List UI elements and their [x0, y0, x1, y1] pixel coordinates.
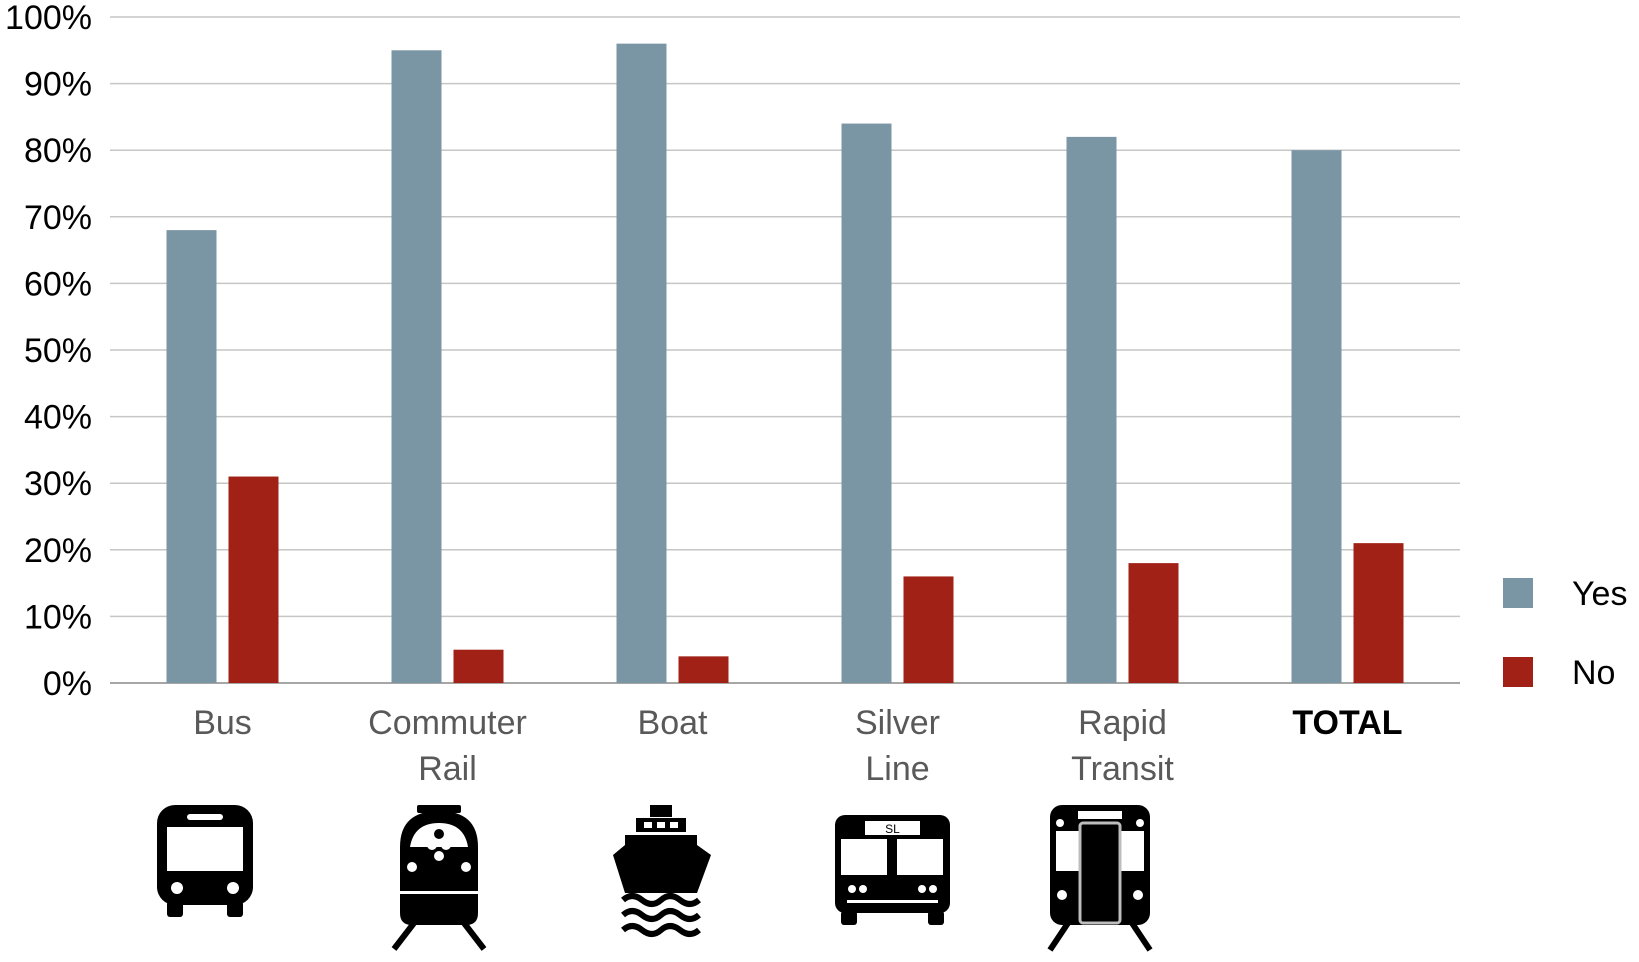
bar-yes: [616, 43, 667, 683]
x-tick-label: Rapid: [1078, 704, 1167, 742]
bar-no: [228, 476, 279, 683]
silver-line-bus-icon: SL: [835, 815, 950, 925]
bar-yes: [841, 123, 892, 683]
x-axis-labels: Bus Commuter Rail Boat Silver Line Rapid Transi…: [193, 704, 1402, 788]
x-tick-label: Silver: [855, 704, 940, 742]
y-tick-label: 60%: [24, 265, 92, 303]
bar-yes: [166, 230, 217, 683]
gridlines: [110, 16, 1460, 684]
legend-label-no: No: [1572, 654, 1615, 692]
legend-swatch-yes: [1503, 578, 1533, 608]
legend: Yes No: [1503, 575, 1627, 692]
y-tick-label: 0%: [43, 665, 92, 703]
legend-swatch-no: [1503, 657, 1533, 687]
bar-no: [1353, 543, 1404, 683]
bar-no: [903, 576, 954, 683]
y-tick-label: 20%: [24, 532, 92, 570]
y-tick-label: 80%: [24, 132, 92, 170]
y-tick-label: 30%: [24, 465, 92, 503]
bar-yes: [391, 50, 442, 684]
bar-no: [678, 656, 729, 683]
x-tick-label: TOTAL: [1292, 704, 1402, 742]
legend-label-yes: Yes: [1572, 575, 1627, 613]
y-tick-label: 10%: [24, 598, 92, 636]
y-tick-label: 100%: [5, 0, 92, 37]
bus-icon: [157, 805, 253, 917]
commuter-rail-icon: [391, 805, 487, 951]
y-tick-label: 70%: [24, 199, 92, 237]
bar-no: [1128, 563, 1179, 683]
bar-no: [453, 649, 504, 683]
y-tick-label: 90%: [24, 66, 92, 104]
y-axis-ticks: 0% 10% 20% 30% 40% 50% 60% 70% 80% 90% 100%: [5, 0, 92, 703]
x-tick-label: Rail: [418, 750, 477, 788]
y-tick-label: 50%: [24, 332, 92, 370]
x-tick-label: Transit: [1071, 750, 1174, 788]
x-tick-label: Commuter: [368, 704, 527, 742]
x-tick-label: Bus: [193, 704, 252, 742]
bars: [166, 43, 1404, 684]
boat-icon: [613, 805, 711, 937]
bar-yes: [1291, 150, 1342, 683]
rapid-transit-train-icon: [1047, 805, 1153, 952]
x-tick-label: Line: [865, 750, 929, 788]
bar-yes: [1066, 136, 1117, 683]
x-tick-label: Boat: [638, 704, 708, 742]
y-tick-label: 40%: [24, 399, 92, 437]
silver-line-label: SL: [885, 822, 900, 836]
